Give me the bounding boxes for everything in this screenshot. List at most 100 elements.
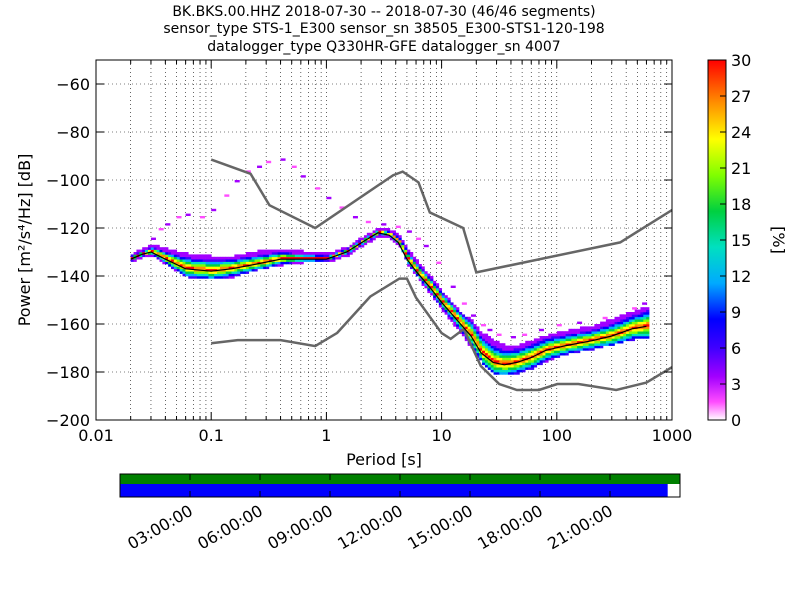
- psd-density-cell: [482, 357, 486, 361]
- psd-density-cell: [147, 252, 152, 255]
- psd-density-cell: [271, 249, 275, 253]
- psd-density-cell: [568, 338, 572, 342]
- psd-density-cell: [510, 357, 515, 361]
- psd-density-cell: [588, 340, 592, 344]
- psd-density-cell: [133, 259, 137, 262]
- psd-density-cell: [222, 256, 227, 260]
- psd-density-cell: [435, 288, 440, 291]
- psd-density-cell: [219, 264, 224, 267]
- psd-density-cell: [205, 276, 209, 279]
- psd-density-cell: [605, 343, 610, 346]
- psd-density-cell: [605, 340, 610, 344]
- psd-density-cell: [421, 276, 425, 279]
- psd-density-cell: [369, 237, 373, 241]
- psd-density-cell: [628, 316, 633, 320]
- psd-density-cell: [608, 336, 612, 339]
- psd-density-cell: [528, 348, 532, 351]
- psd-density-cell: [205, 266, 209, 270]
- psd-density-cell: [513, 364, 517, 368]
- psd-density-cell: [588, 326, 592, 330]
- psd-density-cell: [530, 364, 535, 368]
- psd-density-cell: [640, 331, 644, 334]
- psd-outlier-cell: [538, 328, 544, 332]
- psd-density-cell: [608, 331, 612, 334]
- psd-density-cell: [378, 228, 382, 231]
- psd-density-cell: [188, 254, 192, 258]
- psd-density-cell: [248, 252, 252, 255]
- psd-density-cell: [556, 343, 561, 346]
- psd-density-cell: [548, 340, 552, 344]
- psd-density-cell: [257, 249, 261, 253]
- x-tick-label: 0.1: [198, 426, 223, 445]
- psd-density-cell: [502, 348, 506, 351]
- psd-density-cell: [519, 364, 523, 368]
- psd-density-cell: [453, 307, 457, 310]
- psd-density-cell: [456, 326, 460, 330]
- psd-density-cell: [591, 333, 595, 337]
- psd-outlier-cell: [257, 165, 263, 168]
- psd-density-cell: [545, 355, 549, 358]
- psd-density-cell: [611, 328, 615, 332]
- psd-density-cell: [159, 252, 163, 255]
- psd-density-cell: [533, 355, 538, 358]
- psd-density-cell: [234, 254, 238, 258]
- psd-density-cell: [280, 252, 284, 255]
- psd-density-cell: [482, 350, 486, 354]
- psd-density-cell: [458, 324, 463, 327]
- psd-density-cell: [525, 340, 529, 344]
- psd-outlier-cell: [406, 230, 412, 233]
- psd-density-cell: [435, 290, 440, 294]
- psd-density-cell: [579, 328, 584, 332]
- psd-density-cell: [571, 345, 575, 349]
- psd-density-cell: [548, 336, 552, 339]
- psd-density-cell: [435, 300, 440, 303]
- psd-density-cell: [554, 336, 558, 339]
- psd-density-cell: [196, 271, 201, 274]
- psd-density-cell: [542, 343, 546, 346]
- psd-density-cell: [231, 264, 235, 267]
- psd-density-cell: [470, 333, 474, 337]
- psd-density-cell: [530, 350, 535, 354]
- psd-density-cell: [205, 271, 209, 274]
- psd-density-cell: [545, 352, 549, 356]
- psd-density-cell: [640, 326, 644, 330]
- psd-density-cell: [536, 357, 540, 361]
- psd-density-cell: [194, 266, 198, 270]
- psd-density-cell: [222, 264, 227, 267]
- psd-density-heatmap: [130, 158, 650, 375]
- x-tick-label: 1: [321, 426, 331, 445]
- psd-density-cell: [493, 348, 497, 351]
- psd-density-cell: [510, 355, 515, 358]
- psd-density-cell: [533, 338, 538, 342]
- psd-density-cell: [242, 261, 247, 265]
- psd-density-cell: [628, 314, 633, 318]
- psd-density-cell: [605, 333, 610, 337]
- psd-density-cell: [559, 343, 563, 346]
- psd-density-cell: [199, 271, 203, 274]
- psd-density-cell: [257, 264, 261, 267]
- psd-density-cell: [346, 252, 350, 255]
- psd-density-cell: [493, 340, 497, 344]
- psd-density-cell: [392, 230, 396, 234]
- psd-density-cell: [317, 252, 322, 255]
- psd-density-cell: [309, 252, 313, 255]
- psd-density-cell: [283, 261, 287, 265]
- psd-density-cell: [297, 249, 301, 253]
- psd-density-cell: [317, 259, 322, 262]
- psd-density-cell: [421, 266, 425, 270]
- psd-density-cell: [214, 273, 218, 277]
- psd-density-cell: [496, 360, 500, 363]
- psd-density-cell: [646, 307, 650, 310]
- psd-density-cell: [562, 340, 566, 344]
- psd-density-cell: [263, 254, 267, 258]
- psd-density-cell: [637, 336, 641, 339]
- psd-density-cell: [565, 340, 569, 344]
- psd-density-cell: [412, 259, 417, 262]
- psd-density-cell: [450, 309, 454, 313]
- psd-density-cell: [447, 314, 451, 318]
- psd-density-cell: [424, 285, 428, 289]
- psd-density-cell: [502, 343, 506, 346]
- psd-density-cell: [266, 254, 270, 258]
- psd-density-cell: [438, 304, 443, 308]
- psd-density-cell: [182, 261, 186, 265]
